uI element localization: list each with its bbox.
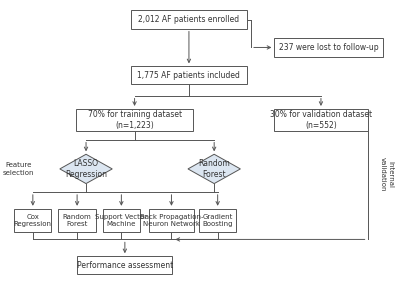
Text: Back Propagation-
Neuron Network: Back Propagation- Neuron Network bbox=[140, 214, 203, 227]
FancyBboxPatch shape bbox=[58, 209, 96, 232]
FancyBboxPatch shape bbox=[77, 256, 172, 274]
FancyBboxPatch shape bbox=[103, 209, 140, 232]
Polygon shape bbox=[188, 154, 240, 184]
Text: Gradient
Boosting: Gradient Boosting bbox=[202, 214, 233, 227]
FancyBboxPatch shape bbox=[131, 10, 247, 28]
Text: Cox
Regression: Cox Regression bbox=[14, 214, 52, 227]
FancyBboxPatch shape bbox=[76, 109, 193, 131]
FancyBboxPatch shape bbox=[274, 38, 383, 56]
FancyBboxPatch shape bbox=[131, 66, 247, 84]
FancyBboxPatch shape bbox=[148, 209, 194, 232]
Text: 237 were lost to follow-up: 237 were lost to follow-up bbox=[279, 43, 378, 52]
Text: 1,775 AF patients included: 1,775 AF patients included bbox=[138, 71, 240, 80]
Text: Random
Forest: Random Forest bbox=[63, 214, 92, 227]
FancyBboxPatch shape bbox=[199, 209, 236, 232]
Polygon shape bbox=[60, 154, 112, 184]
Text: Random
Forest: Random Forest bbox=[198, 159, 230, 179]
Text: Feature
selection: Feature selection bbox=[3, 162, 35, 176]
FancyBboxPatch shape bbox=[274, 109, 368, 131]
Text: LASSO
Regression: LASSO Regression bbox=[65, 159, 107, 179]
Text: Performance assessment: Performance assessment bbox=[77, 261, 173, 270]
Text: 70% for training dataset
(n=1,223): 70% for training dataset (n=1,223) bbox=[88, 110, 182, 130]
Text: 2,012 AF patients enrolled: 2,012 AF patients enrolled bbox=[138, 15, 240, 24]
Text: Internal
validation: Internal validation bbox=[380, 157, 393, 192]
FancyBboxPatch shape bbox=[14, 209, 52, 232]
Text: 30% for validation dataset
(n=552): 30% for validation dataset (n=552) bbox=[270, 110, 372, 130]
Text: Support Vector
Machine: Support Vector Machine bbox=[95, 214, 147, 227]
